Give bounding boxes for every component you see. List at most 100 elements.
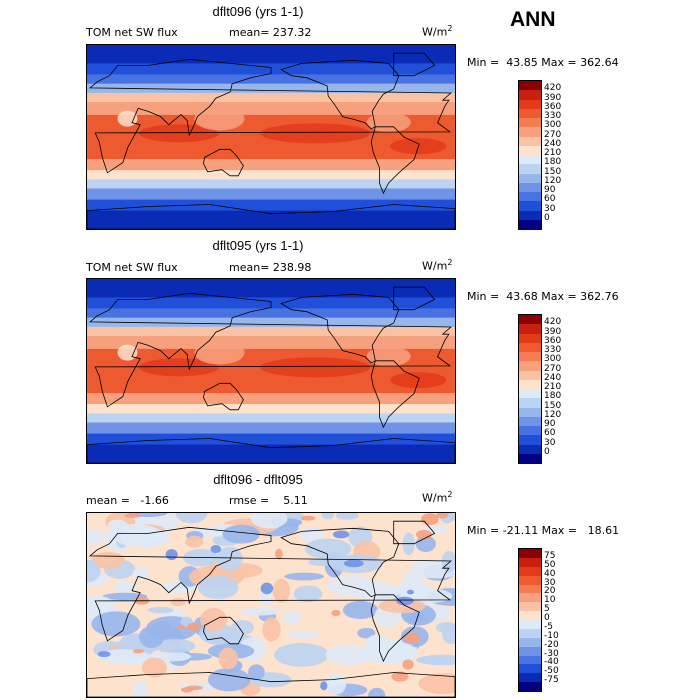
colorbar-swatch [519, 593, 541, 603]
colorbar-swatch [519, 426, 541, 436]
colorbar-swatch [519, 611, 541, 621]
colorbar-tick-label: 40 [544, 568, 556, 579]
colorbar-tick-label: 0 [544, 446, 550, 457]
colorbar-swatch [519, 646, 541, 656]
colorbar-tick-label: 50 [544, 559, 556, 570]
colorbar-swatch [519, 219, 541, 230]
panel-1-units: W/m2 [422, 24, 453, 39]
colorbar-tick-label: 60 [544, 428, 556, 439]
panel-1-colorbar [518, 80, 542, 230]
colorbar-swatch [519, 416, 541, 427]
panel-3-title: dflt096 - dflt095 [213, 472, 303, 487]
panel-2-field-label: TOM net SW flux [86, 261, 178, 274]
colorbar-swatch [519, 333, 541, 344]
colorbar-swatch [519, 155, 541, 165]
colorbar-swatch [519, 361, 541, 371]
colorbar-swatch [519, 628, 541, 639]
panel-1-map [86, 44, 456, 230]
colorbar-tick-label: 75 [544, 550, 556, 561]
colorbar-swatch [519, 342, 541, 353]
panel-2-units: W/m2 [422, 258, 453, 273]
colorbar-swatch [519, 620, 541, 630]
colorbar-swatch [519, 352, 541, 362]
colorbar-swatch [519, 444, 541, 455]
coastlines [87, 52, 455, 229]
colorbar-tick-label: 420 [544, 83, 562, 94]
colorbar-tick-label: 150 [544, 400, 562, 411]
colorbar-tick-label: -5 [544, 621, 553, 632]
colorbar-tick-label: 300 [544, 120, 562, 131]
panel-3-minmax: Min = -21.11 Max = 18.61 [467, 524, 620, 537]
colorbar-tick-label: 420 [544, 317, 562, 328]
colorbar-tick-label: 20 [544, 586, 556, 597]
colorbar-swatch [519, 127, 541, 137]
colorbar-tick-label: 360 [544, 335, 562, 346]
colorbar-tick-label: 270 [544, 129, 562, 140]
colorbar-tick-label: 120 [544, 409, 562, 420]
panel-1-minmax: Min = 43.85 Max = 362.64 [467, 56, 619, 69]
colorbar-swatch [519, 566, 541, 577]
colorbar-swatch [519, 81, 541, 91]
panel-1-field-label: TOM net SW flux [86, 26, 178, 39]
colorbar-tick-label: 30 [544, 203, 556, 214]
colorbar-tick-label: 5 [544, 604, 550, 615]
colorbar-tick-label: 30 [544, 437, 556, 448]
panel-2-map [86, 278, 456, 464]
colorbar-tick-label: 30 [544, 577, 556, 588]
colorbar-swatch [519, 602, 541, 612]
colorbar-tick-label: -75 [544, 675, 559, 686]
coastlines [87, 286, 455, 463]
colorbar-tick-label: 270 [544, 363, 562, 374]
colorbar-swatch [519, 655, 541, 665]
panel-2-colorbar [518, 314, 542, 464]
colorbar-swatch [519, 584, 541, 594]
colorbar-tick-label: 90 [544, 419, 556, 429]
colorbar-swatch [519, 575, 541, 585]
colorbar-tick-label: 210 [544, 148, 562, 158]
colorbar-swatch [519, 173, 541, 184]
panel-3-map [86, 512, 456, 698]
colorbar-swatch [519, 673, 541, 683]
colorbar-tick-label: 0 [544, 613, 550, 623]
colorbar-swatch [519, 557, 541, 568]
colorbar-tick-label: 390 [544, 92, 562, 103]
colorbar-swatch [519, 664, 541, 674]
coastlines [87, 520, 455, 697]
colorbar-tick-label: 180 [544, 157, 562, 168]
colorbar-swatch [519, 398, 541, 408]
panel-2-mean-label: mean= 238.98 [229, 261, 312, 274]
colorbar-swatch [519, 389, 541, 399]
colorbar-swatch [519, 145, 541, 156]
colorbar-tick-label: 10 [544, 595, 556, 606]
colorbar-swatch [519, 118, 541, 128]
colorbar-swatch [519, 164, 541, 174]
panel-3-rmse-label: rmse = 5.11 [229, 494, 308, 507]
colorbar-tick-label: 150 [544, 166, 562, 177]
panel-2-title: dflt095 (yrs 1-1) [212, 238, 304, 253]
colorbar-swatch [519, 379, 541, 390]
colorbar-swatch [519, 108, 541, 119]
colorbar-tick-label: 240 [544, 138, 562, 149]
colorbar-swatch [519, 315, 541, 325]
panel-3-mean-label: mean = -1.66 [86, 494, 169, 507]
colorbar-tick-label: 390 [544, 326, 562, 337]
colorbar-swatch [519, 407, 541, 418]
colorbar-tick-label: 360 [544, 101, 562, 112]
colorbar-tick-label: 90 [544, 185, 556, 195]
panel-3-units: W/m2 [422, 490, 453, 505]
colorbar-swatch [519, 453, 541, 464]
colorbar-tick-label: 330 [544, 111, 562, 121]
colorbar-tick-label: -50 [544, 666, 559, 677]
colorbar-tick-label: 240 [544, 372, 562, 383]
panel-1-mean-label: mean= 237.32 [229, 26, 312, 39]
colorbar-tick-label: 60 [544, 194, 556, 205]
colorbar-swatch [519, 435, 541, 445]
colorbar-tick-label: 120 [544, 175, 562, 186]
colorbar-swatch [519, 90, 541, 100]
panel-2-minmax: Min = 43.68 Max = 362.76 [467, 290, 619, 303]
colorbar-tick-label: -10 [544, 630, 559, 641]
colorbar-tick-label: -20 [544, 639, 559, 650]
colorbar-tick-label: -40 [544, 657, 559, 668]
colorbar-swatch [519, 637, 541, 648]
colorbar-tick-label: -30 [544, 648, 559, 659]
